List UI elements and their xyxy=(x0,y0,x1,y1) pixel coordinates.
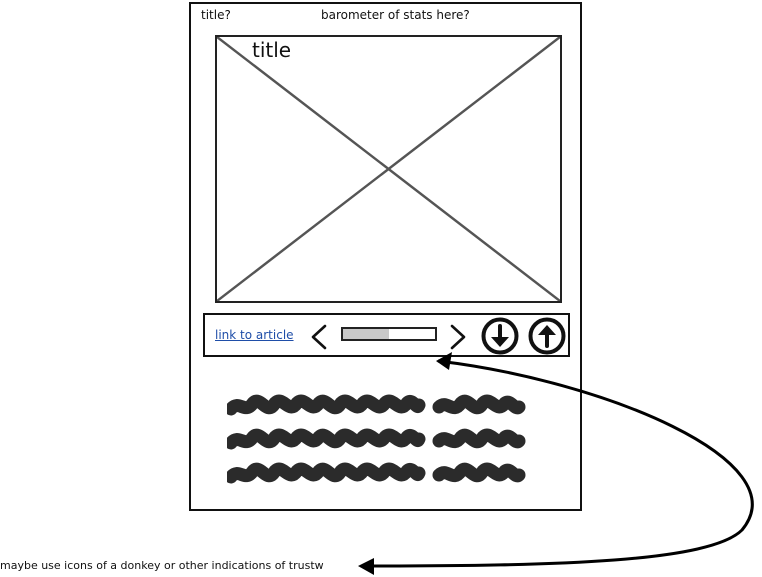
title-placeholder: title? xyxy=(201,8,231,22)
progress-bar[interactable] xyxy=(341,327,437,341)
chevron-right-icon[interactable] xyxy=(448,323,468,351)
stats-barometer-placeholder: barometer of stats here? xyxy=(321,8,470,22)
image-placeholder: title xyxy=(215,35,562,303)
link-to-article[interactable]: link to article xyxy=(215,328,294,342)
mockup-frame: title? barometer of stats here? title li… xyxy=(189,2,582,511)
image-placeholder-cross xyxy=(217,37,560,301)
control-bar: link to article xyxy=(203,313,570,357)
article-title: title xyxy=(252,38,292,62)
chevron-left-icon[interactable] xyxy=(309,323,329,351)
placeholder-text-scribbles xyxy=(227,394,526,484)
up-arrow-circle-icon[interactable] xyxy=(528,317,566,355)
progress-fill xyxy=(343,329,389,339)
down-arrow-circle-icon[interactable] xyxy=(481,317,519,355)
annotation-note: maybe use icons of a donkey or other ind… xyxy=(0,559,324,572)
